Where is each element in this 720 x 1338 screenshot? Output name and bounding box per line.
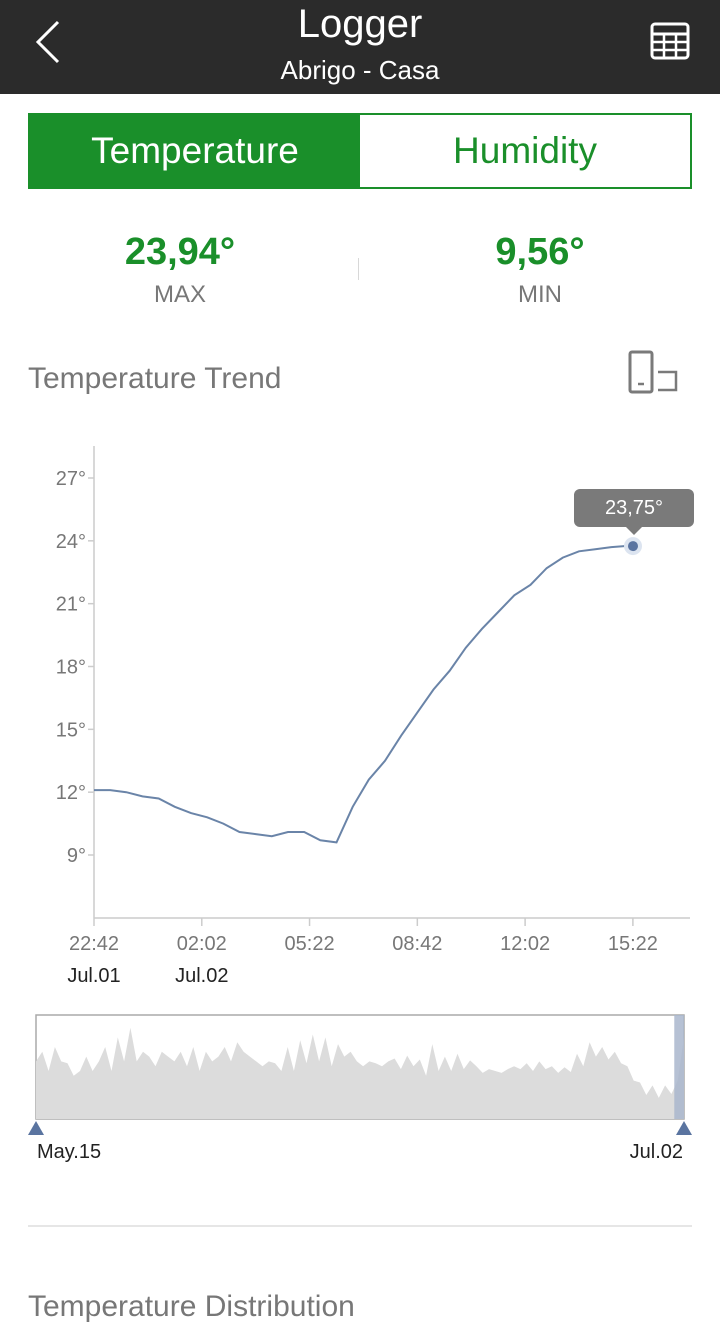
navigator-start-label: May.15 [37,1141,102,1163]
stats-divider [358,258,359,280]
min-label: MIN [518,281,562,308]
section-divider [28,1225,692,1227]
value-tooltip: 23,75° [574,489,694,535]
range-navigator[interactable] [0,1005,720,1135]
app-header: Logger Abrigo - Casa [0,0,720,94]
min-value: 9,56° [495,231,585,273]
x-tick-label: 05:22 [285,933,335,955]
max-value: 23,94° [124,231,236,273]
y-tick-label: 21° [56,594,86,616]
temperature-trend-chart[interactable]: 9° 12° 15° 18° 21° 24° 27° 22:42 Jul.01 02:02 Jul.… [0,420,720,1000]
page-subtitle: Abrigo - Casa [280,55,440,85]
x-tick-label: 08:42 [392,933,442,955]
trend-title: Temperature Trend [28,362,282,395]
table-view-button[interactable] [646,18,694,66]
x-tick-label: 02:02 [177,933,227,955]
distribution-title: Temperature Distribution [28,1290,355,1323]
x-date-label: Jul.01 [67,965,120,987]
table-grid-icon [650,22,690,60]
chevron-left-icon [35,20,60,64]
navigator-area [36,1027,684,1119]
y-tick-label: 9° [67,845,86,867]
rotate-landscape-button[interactable] [626,350,682,396]
max-label: MAX [153,281,206,308]
y-tick-label: 27° [56,468,86,490]
page-title: Logger [297,2,423,46]
tab-temperature[interactable]: Temperature [30,115,360,187]
x-tick-label: 12:02 [500,933,550,955]
y-tick-label: 24° [56,531,86,553]
x-date-label: Jul.02 [175,965,228,987]
highlight-point[interactable] [628,541,638,552]
temperature-series-line [94,545,633,844]
navigator-selection[interactable] [674,1015,684,1119]
navigator-right-handle[interactable] [676,1121,692,1135]
max-stat: 23,94° MAX [30,228,330,310]
x-tick-label: 22:42 [69,933,119,955]
y-tick-label: 12° [56,782,86,804]
y-tick-label: 18° [56,657,86,679]
tab-humidity[interactable]: Humidity [360,115,690,187]
navigator-left-handle[interactable] [28,1121,44,1135]
x-tick-label: 15:22 [608,933,658,955]
y-tick-label: 15° [56,719,86,741]
min-stat: 9,56° MIN [390,228,690,310]
navigator-end-label: Jul.02 [629,1141,683,1163]
metric-tabs: Temperature Humidity [28,113,692,189]
rotate-landscape-icon [628,350,678,394]
back-button[interactable] [26,18,74,66]
